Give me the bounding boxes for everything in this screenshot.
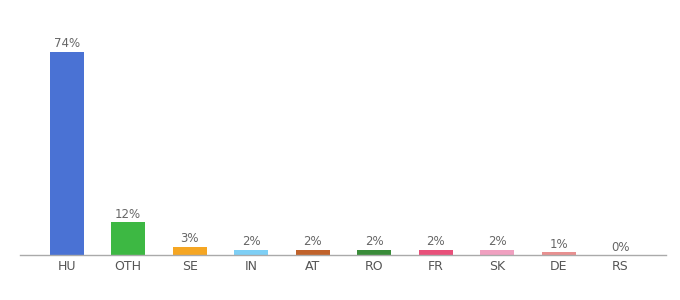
Bar <box>234 250 268 255</box>
Text: 74%: 74% <box>54 37 80 50</box>
Text: 2%: 2% <box>488 235 507 248</box>
Bar <box>112 222 145 255</box>
Text: 3%: 3% <box>180 232 199 245</box>
Bar <box>296 250 330 255</box>
Bar <box>542 252 575 255</box>
Bar <box>419 250 453 255</box>
Text: 0%: 0% <box>611 241 630 254</box>
Text: 2%: 2% <box>365 235 384 248</box>
Text: 2%: 2% <box>303 235 322 248</box>
Bar <box>357 250 391 255</box>
Text: 1%: 1% <box>549 238 568 251</box>
Text: 2%: 2% <box>242 235 260 248</box>
Bar <box>480 250 514 255</box>
Text: 12%: 12% <box>115 208 141 220</box>
Bar <box>173 247 207 255</box>
Bar <box>50 52 84 255</box>
Text: 2%: 2% <box>426 235 445 248</box>
